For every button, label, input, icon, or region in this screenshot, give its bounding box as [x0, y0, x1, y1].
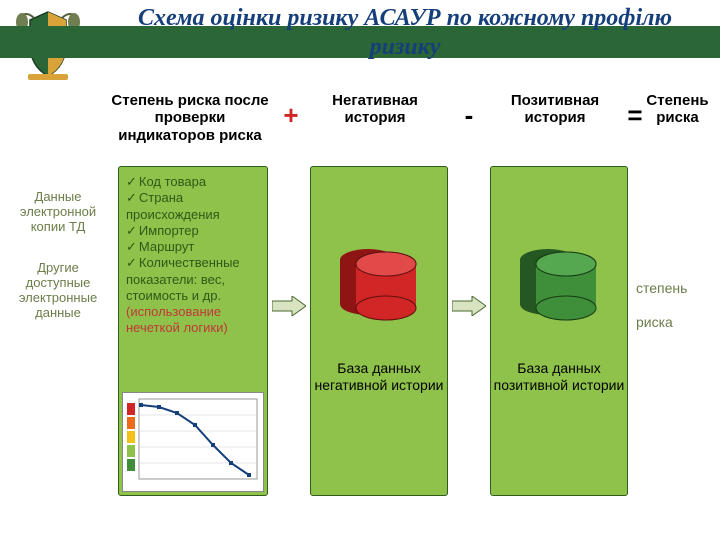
check-item: Страна происхождения	[126, 190, 264, 223]
left-annotations: Данные электронной копии ТД Другие досту…	[4, 190, 112, 347]
left-label-b: Другие доступные электронные данные	[4, 261, 112, 321]
check-item: Код товара	[126, 174, 264, 190]
arrow-icon	[272, 296, 306, 316]
right-label-a: степень	[636, 280, 716, 296]
risk-mini-chart	[122, 392, 264, 492]
check-item: Импортер	[126, 223, 264, 239]
check-item: Количественные показатели: вес, стоимост…	[126, 255, 264, 304]
right-annotations: степень риска	[636, 280, 716, 348]
left-label-a: Данные электронной копии ТД	[4, 190, 112, 235]
db-label-positive: База данных позитивной истории	[490, 360, 628, 394]
header-col4: Степень риска	[640, 92, 715, 127]
db-cylinder-negative	[334, 246, 424, 324]
panel-positive	[490, 166, 628, 496]
page-title: Схема оцінки ризику АСАУР по кожному про…	[100, 4, 710, 62]
header-col1: Степень риска после проверки индикаторов…	[110, 92, 270, 144]
indicator-checklist: Код товара Страна происхождения Импортер…	[126, 174, 264, 337]
op-minus: -	[454, 100, 484, 131]
panel-negative	[310, 166, 448, 496]
db-label-negative: База данных негативной истории	[310, 360, 448, 394]
header-col2: Негативная история	[310, 92, 440, 127]
db-cylinder-positive	[514, 246, 604, 324]
arrow-icon	[452, 296, 486, 316]
op-plus: +	[276, 100, 306, 131]
right-label-b: риска	[636, 314, 716, 330]
check-tail: (использование нечеткой логики)	[126, 304, 264, 337]
check-item: Маршрут	[126, 239, 264, 255]
header-col3: Позитивная история	[490, 92, 620, 127]
